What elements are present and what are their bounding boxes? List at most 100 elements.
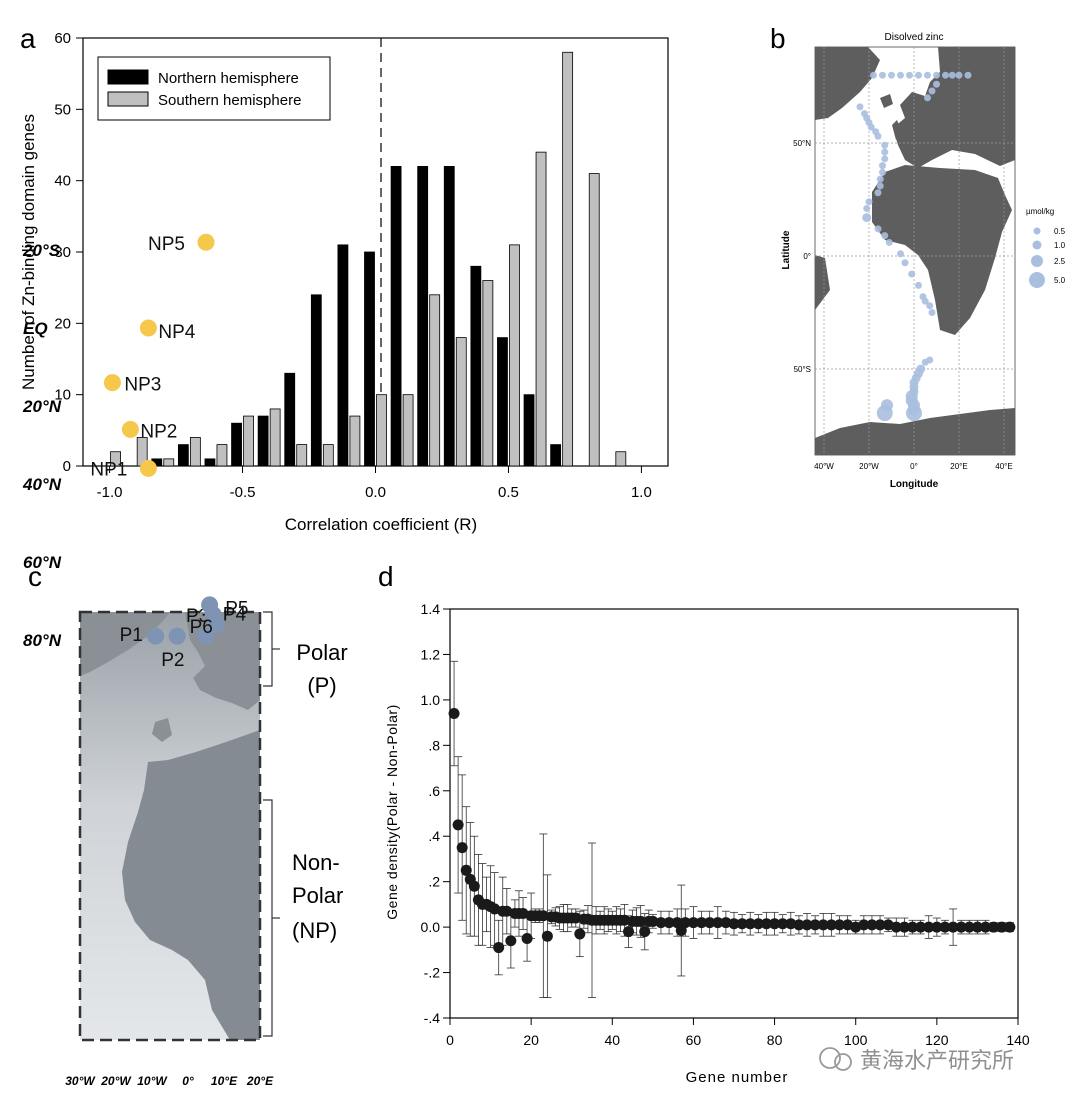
gene-density-point (931, 921, 943, 933)
panel-b-x-axis-label: Longitude (890, 479, 939, 490)
zinc-station-point (955, 71, 963, 79)
y-tick-label: 30 (54, 244, 71, 261)
greenland-land (80, 612, 170, 676)
zinc-station-point (897, 250, 904, 258)
gene-density-point (785, 918, 797, 930)
gene-density-point (663, 917, 675, 929)
zinc-station-point (921, 358, 929, 366)
northern-bar (337, 244, 349, 467)
gene-density-point (720, 917, 732, 929)
zinc-station-point (933, 71, 940, 79)
panel-d-x-axis-label: Gene number (686, 1069, 789, 1086)
southern-bar (535, 151, 547, 467)
zinc-station-point (926, 302, 934, 310)
size-legend-label-1: 1.0 (1054, 241, 1066, 250)
y-tick-label: 0.0 (421, 919, 441, 935)
zinc-station-point (881, 148, 889, 156)
southern-bar (269, 408, 281, 467)
panel-label-d: d (378, 561, 394, 592)
gene-density-point (769, 918, 781, 930)
panel-d-frame (449, 608, 1019, 1019)
station-label: P4 (223, 604, 247, 625)
zinc-station-point (948, 71, 956, 79)
lat-tick-label: 40°N (22, 475, 62, 494)
station-label: P6 (190, 617, 213, 638)
gene-density-point (915, 921, 927, 933)
zinc-station-point (964, 71, 972, 79)
zinc-station-point (874, 225, 882, 233)
gene-density-point (874, 919, 886, 931)
southern-bar (588, 173, 600, 467)
zinc-station-point (942, 71, 949, 79)
africa-land (872, 165, 1012, 335)
gene-density-point (809, 919, 821, 931)
panel-b-station-points (856, 71, 972, 422)
gene-density-point (996, 921, 1008, 933)
southern-bar (402, 394, 414, 467)
y-tick-label: .2 (428, 874, 440, 890)
gene-density-point (452, 819, 464, 831)
y-tick-label: 1.2 (421, 646, 441, 662)
y-tick-label: 20 (54, 315, 71, 332)
x-tick-label: 80 (767, 1032, 783, 1048)
southern-bar (163, 458, 175, 467)
zinc-station-point (856, 103, 864, 111)
non-polar-group-label-1: Non- (292, 850, 340, 875)
polar-group-abbr: (P) (307, 673, 336, 698)
legend-swatch-southern (107, 91, 149, 107)
non-polar-station-marker (139, 459, 157, 477)
zinc-station-point (862, 213, 872, 223)
x-tick-label: 20 (523, 1032, 539, 1048)
panel-d-gene-density: 0 20 40 60 80 100 120 140 -.4 -.2 0.0 .2 .4 .6 .8 1.0 1.… (384, 601, 1030, 1086)
zinc-station-point (865, 198, 873, 206)
y-tick-label: 50 (54, 101, 71, 118)
legend-label-northern: Northern hemisphere (158, 70, 299, 87)
gene-density-point (971, 921, 983, 933)
panel-a-ticks: -1.0 -0.5 0.0 0.5 1.0 0 10 20 30 40 50 60 (54, 30, 652, 501)
x-tick-label: -0.5 (230, 484, 256, 501)
panel-d-y-axis-label: Gene density(Polar - Non-Polar) (384, 704, 400, 919)
lat-tick-label: 20°N (22, 397, 62, 416)
size-legend-marker-2 (1031, 255, 1043, 267)
zinc-station-point (915, 71, 922, 79)
wechat-icon-bubble (834, 1053, 852, 1071)
zinc-station-point (881, 232, 889, 240)
panel-label-a: a (20, 23, 36, 54)
gene-density-point (505, 935, 517, 947)
panel-d-points (448, 708, 1016, 954)
x-tick-label: 140 (1006, 1032, 1030, 1048)
zinc-station-point (924, 94, 931, 102)
panel-c-lon-ticks: 30°W 20°W 10°W 0° 10°E 20°E (65, 1074, 274, 1088)
southern-bar (455, 337, 467, 467)
southern-bar (110, 451, 121, 467)
zinc-station-point (867, 123, 875, 131)
y-tick-label: 0 (63, 458, 71, 475)
gene-density-point (679, 917, 691, 929)
northern-bar (443, 165, 455, 467)
gene-density-point (923, 921, 935, 933)
zinc-station-point (921, 297, 929, 305)
size-legend-label-3: 5.0 (1054, 276, 1066, 285)
gene-density-point (687, 917, 699, 929)
gene-density-point (858, 919, 870, 931)
zinc-station-point (874, 132, 882, 140)
southern-bar (349, 415, 361, 467)
non-polar-station-marker (103, 374, 121, 392)
gene-density-point (752, 918, 764, 930)
gene-density-point (574, 928, 586, 940)
non-polar-station-marker (197, 233, 215, 251)
northern-bar (523, 394, 535, 467)
station-label: P2 (161, 650, 184, 671)
southern-bar (322, 444, 334, 467)
x-tick-label: -1.0 (97, 484, 123, 501)
iceland-land (880, 94, 893, 108)
panel-c-lat-ticks: 80°N 60°N 40°N 20°N EQ 20°S (22, 241, 62, 650)
southern-bar (429, 294, 441, 467)
polar-station-marker (201, 596, 219, 614)
gene-density-point (468, 880, 480, 892)
gene-density-point (456, 842, 468, 854)
b-ytick-0: 50°N (793, 139, 811, 148)
non-polar-bracket (263, 799, 273, 1037)
